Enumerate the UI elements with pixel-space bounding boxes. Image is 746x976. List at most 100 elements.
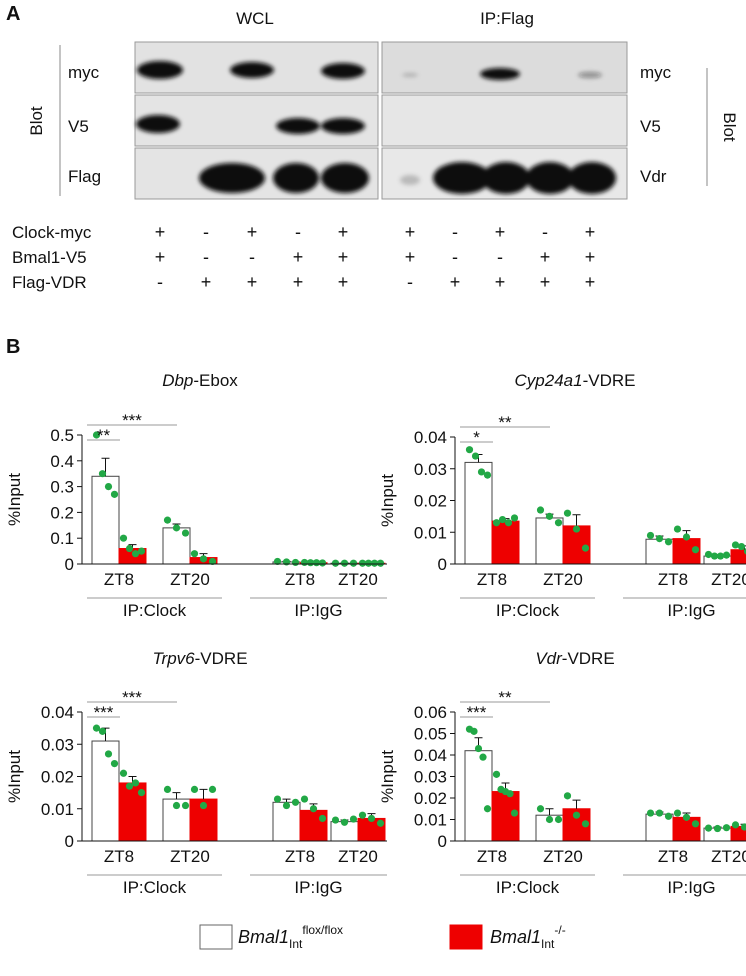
data-point (470, 727, 478, 735)
data-point (199, 801, 208, 810)
condition-sign: + (338, 272, 349, 292)
condition-sign: + (293, 272, 304, 292)
header: IP:Flag (480, 9, 534, 28)
data-point (545, 815, 554, 824)
y-tick-label: 0.01 (414, 811, 447, 830)
x-tick-label: ZT8 (285, 570, 315, 589)
chart-title: Trpv6-VDRE (152, 649, 247, 668)
data-point (98, 470, 107, 478)
condition-sign: + (495, 272, 506, 292)
chart-title: Dbp-Ebox (162, 371, 238, 390)
group-label: IP:Clock (496, 878, 560, 897)
group-label: IP:Clock (123, 601, 187, 620)
legend-sub: Int (541, 937, 555, 951)
significance-label: *** (122, 688, 142, 707)
x-tick-label: ZT20 (170, 570, 210, 589)
legend-sup: flox/flox (302, 923, 343, 937)
condition-sign: - (203, 247, 209, 267)
data-point (740, 823, 746, 831)
condition-sign: + (338, 247, 349, 267)
data-point (510, 809, 519, 817)
condition-sign: + (293, 247, 304, 267)
data-point (340, 559, 349, 567)
y-tick-label: 0.03 (414, 460, 447, 479)
data-point (367, 814, 376, 823)
data-point (731, 821, 740, 829)
y-tick-label: 0.2 (50, 503, 74, 522)
legend-sub: Int (289, 937, 303, 951)
data-point (691, 546, 700, 554)
data-point (125, 544, 134, 553)
y-tick-label: 0 (65, 555, 74, 574)
bar (91, 740, 120, 842)
data-point (370, 559, 379, 567)
condition-sign: + (405, 247, 416, 267)
data-point (673, 809, 682, 817)
data-point (331, 816, 340, 824)
y-tick-label: 0.4 (50, 452, 74, 471)
condition-sign: - (249, 247, 255, 267)
error-bar (172, 792, 181, 800)
y-axis-label: %Input (378, 474, 397, 527)
y-tick-label: 0 (65, 832, 74, 851)
condition-sign: + (247, 222, 258, 242)
data-point (536, 506, 545, 514)
data-point (554, 519, 563, 527)
data-point (172, 524, 181, 532)
data-point (291, 798, 300, 806)
data-point (318, 814, 327, 823)
data-point (554, 815, 563, 824)
blot-bands (136, 61, 616, 194)
condition-sign: - (407, 272, 413, 292)
y-tick-label: 0.02 (41, 768, 74, 787)
data-point (309, 805, 318, 813)
title-part: -VDRE (562, 649, 615, 668)
legend-sup: -/- (554, 923, 565, 937)
legend-name: Bmal1 (490, 927, 541, 947)
data-point (131, 779, 140, 787)
x-tick-label: ZT20 (711, 570, 746, 589)
data-point (691, 820, 700, 828)
data-point (349, 815, 358, 823)
data-point (208, 785, 217, 794)
panel-label: A (6, 3, 20, 25)
data-point (581, 820, 590, 828)
data-point (331, 559, 340, 567)
data-point (646, 531, 655, 540)
data-point (581, 544, 590, 552)
x-tick-label: ZT8 (658, 847, 688, 866)
data-point (376, 559, 385, 567)
condition-sign: + (585, 247, 596, 267)
legend-label: Bmal1Intflox/flox (238, 923, 343, 951)
data-point (318, 559, 327, 567)
data-point (208, 557, 217, 566)
significance-label: *** (122, 411, 142, 430)
blot-label: Blot (720, 112, 739, 142)
y-tick-label: 0.02 (414, 789, 447, 808)
row-label: V5 (68, 117, 89, 136)
data-point (483, 805, 492, 813)
data-point (474, 744, 483, 753)
data-point (483, 471, 492, 479)
group-label: IP:IgG (667, 878, 715, 897)
data-point (504, 519, 513, 527)
bar (91, 475, 120, 565)
data-point (664, 538, 673, 546)
y-tick-label: 0 (438, 555, 447, 574)
condition-sign: + (495, 222, 506, 242)
y-tick-label: 0.5 (50, 426, 74, 445)
x-tick-label: ZT20 (338, 847, 378, 866)
data-point (349, 559, 358, 567)
condition-sign: - (157, 272, 163, 292)
data-point (125, 782, 134, 790)
data-point (477, 468, 486, 476)
x-tick-label: ZT8 (104, 570, 134, 589)
error-bar (199, 788, 208, 800)
condition-sign: + (155, 222, 166, 242)
data-point (119, 769, 128, 777)
condition-sign: - (452, 222, 458, 242)
significance-label: *** (467, 703, 487, 722)
data-point (104, 750, 113, 758)
